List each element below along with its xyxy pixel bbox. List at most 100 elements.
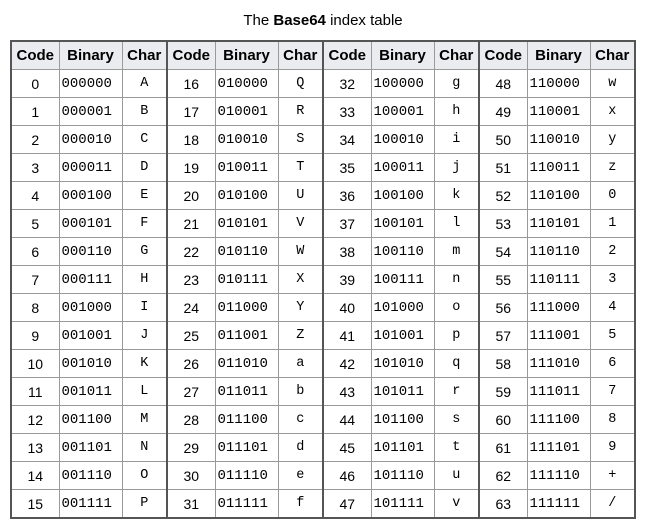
code-cell: 28	[166, 405, 216, 434]
code-cell: 47	[322, 489, 372, 519]
header-row: Code Binary Char Code Binary Char Code Binary Ch…	[10, 40, 636, 70]
code-cell: 63	[478, 489, 528, 519]
char-cell: N	[121, 433, 168, 462]
char-cell: 0	[589, 181, 636, 210]
code-cell: 53	[478, 209, 528, 238]
char-cell: P	[121, 489, 168, 519]
table-row: 9 001001 J 25 011001 Z 41 101001 p 57 111001 5	[10, 321, 636, 350]
header-code: Code	[10, 40, 60, 70]
code-cell: 9	[10, 321, 60, 350]
code-cell: 32	[322, 69, 372, 98]
char-cell: 9	[589, 433, 636, 462]
code-cell: 24	[166, 293, 216, 322]
table-row: 0 000000 A 16 010000 Q 32 100000 g 48 110000 w	[10, 69, 636, 98]
code-cell: 37	[322, 209, 372, 238]
char-cell: e	[277, 461, 324, 490]
code-cell: 27	[166, 377, 216, 406]
table-row: 4 000100 E 20 010100 U 36 100100 k 52 110100 0	[10, 181, 636, 210]
char-cell: q	[433, 349, 480, 378]
code-cell: 20	[166, 181, 216, 210]
char-cell: g	[433, 69, 480, 98]
code-cell: 22	[166, 237, 216, 266]
binary-cell: 101111	[370, 489, 435, 519]
char-cell: E	[121, 181, 168, 210]
code-cell: 1	[10, 97, 60, 126]
binary-cell: 100110	[370, 237, 435, 266]
code-cell: 62	[478, 461, 528, 490]
binary-cell: 110111	[526, 265, 591, 294]
code-cell: 46	[322, 461, 372, 490]
binary-cell: 110010	[526, 125, 591, 154]
code-cell: 23	[166, 265, 216, 294]
binary-cell: 000011	[58, 153, 123, 182]
code-cell: 26	[166, 349, 216, 378]
binary-cell: 100100	[370, 181, 435, 210]
table-row: 7 000111 H 23 010111 X 39 100111 n 55 110111 3	[10, 265, 636, 294]
header-binary: Binary	[58, 40, 123, 70]
binary-cell: 000101	[58, 209, 123, 238]
char-cell: u	[433, 461, 480, 490]
binary-cell: 111101	[526, 433, 591, 462]
char-cell: G	[121, 237, 168, 266]
char-cell: p	[433, 321, 480, 350]
code-cell: 41	[322, 321, 372, 350]
table-row: 12 001100 M 28 011100 c 44 101100 s 60 111100 8	[10, 405, 636, 434]
char-cell: Y	[277, 293, 324, 322]
binary-cell: 011010	[214, 349, 279, 378]
code-cell: 10	[10, 349, 60, 378]
binary-cell: 011111	[214, 489, 279, 519]
code-cell: 52	[478, 181, 528, 210]
code-cell: 25	[166, 321, 216, 350]
char-cell: z	[589, 153, 636, 182]
code-cell: 3	[10, 153, 60, 182]
code-cell: 54	[478, 237, 528, 266]
binary-cell: 010010	[214, 125, 279, 154]
binary-cell: 000111	[58, 265, 123, 294]
code-cell: 8	[10, 293, 60, 322]
code-cell: 4	[10, 181, 60, 210]
code-cell: 21	[166, 209, 216, 238]
header-code: Code	[166, 40, 216, 70]
binary-cell: 010001	[214, 97, 279, 126]
code-cell: 59	[478, 377, 528, 406]
char-cell: D	[121, 153, 168, 182]
binary-cell: 111111	[526, 489, 591, 519]
code-cell: 31	[166, 489, 216, 519]
char-cell: W	[277, 237, 324, 266]
binary-cell: 111001	[526, 321, 591, 350]
table-row: 15 001111 P 31 011111 f 47 101111 v 63 111111/	[10, 489, 636, 519]
code-cell: 11	[10, 377, 60, 406]
char-cell: d	[277, 433, 324, 462]
code-cell: 56	[478, 293, 528, 322]
binary-cell: 111010	[526, 349, 591, 378]
binary-cell: 110101	[526, 209, 591, 238]
binary-cell: 010101	[214, 209, 279, 238]
table-row: 2 000010 C 18 010010 S 34 100010 i 50 110010 y	[10, 125, 636, 154]
table-row: 1 000001 B 17 010001 R 33 100001 h 49 110001 x	[10, 97, 636, 126]
char-cell: 4	[589, 293, 636, 322]
code-cell: 38	[322, 237, 372, 266]
binary-cell: 011001	[214, 321, 279, 350]
code-cell: 51	[478, 153, 528, 182]
code-cell: 5	[10, 209, 60, 238]
char-cell: U	[277, 181, 324, 210]
code-cell: 12	[10, 405, 60, 434]
binary-cell: 001110	[58, 461, 123, 490]
code-cell: 16	[166, 69, 216, 98]
char-cell: K	[121, 349, 168, 378]
char-cell: R	[277, 97, 324, 126]
binary-cell: 110100	[526, 181, 591, 210]
code-cell: 50	[478, 125, 528, 154]
char-cell: 3	[589, 265, 636, 294]
char-cell: I	[121, 293, 168, 322]
table-row: 6 000110 G 22 010110 W 38 100110 m 54 110110 2	[10, 237, 636, 266]
binary-cell: 000100	[58, 181, 123, 210]
binary-cell: 010111	[214, 265, 279, 294]
binary-cell: 100000	[370, 69, 435, 98]
char-cell: m	[433, 237, 480, 266]
char-cell: v	[433, 489, 480, 519]
binary-cell: 001011	[58, 377, 123, 406]
header-code: Code	[478, 40, 528, 70]
char-cell: M	[121, 405, 168, 434]
code-cell: 48	[478, 69, 528, 98]
